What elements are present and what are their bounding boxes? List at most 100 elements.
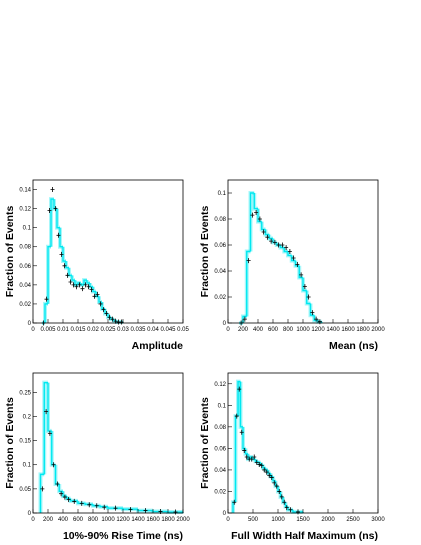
data-point (250, 212, 255, 218)
x-tick-label: 400 (58, 517, 69, 523)
mc-step (62, 246, 66, 262)
x-tick-label: 0.035 (130, 327, 146, 333)
data-point (72, 498, 77, 504)
y-tick-label: 0.02 (19, 302, 31, 308)
x-tick-label: 1500 (296, 517, 310, 523)
y-axis-label: Fraction of Events (4, 397, 16, 489)
data-point (252, 454, 257, 460)
data-point (94, 503, 99, 509)
mc-step (298, 265, 303, 279)
data-point (284, 505, 289, 511)
data-point (101, 307, 106, 313)
data-point (89, 287, 94, 293)
y-tick-label: 0.1 (218, 403, 227, 409)
data-point (47, 208, 52, 214)
y-tick-label: 0.04 (19, 283, 31, 289)
data-point (254, 210, 259, 215)
mc-step (44, 303, 48, 323)
mc-step (309, 303, 315, 316)
x-tick-label: 600 (73, 517, 84, 523)
mc-step (237, 380, 241, 417)
x-tick-label: 800 (283, 327, 294, 333)
y-tick-label: 0.06 (19, 264, 31, 270)
data-point (62, 263, 67, 269)
mc-step (98, 296, 102, 303)
data-point (246, 258, 251, 264)
data-point (269, 474, 274, 480)
data-point (284, 245, 289, 251)
panel: 0 0.005 0.01 0.015 0.02 0.025 0.03 0.035 0.04 0.0… (4, 179, 189, 352)
data-point (128, 507, 133, 513)
mc-step (261, 221, 266, 231)
x-tick-label: 600 (268, 327, 279, 333)
x-tick-label: 1000 (296, 327, 310, 333)
y-tick-label: 0.1 (23, 463, 32, 469)
data-point (287, 249, 292, 254)
x-tick-label: 0.005 (40, 327, 56, 333)
mc-step (284, 502, 288, 508)
data-point (280, 242, 285, 248)
y-tick-label: 0.12 (214, 382, 226, 388)
panel: 0 500 1000 1500 2000 2500 3000 0 0.02 0.04 0.06 0.0… (199, 372, 385, 542)
x-tick-label: 0.045 (160, 327, 176, 333)
data-point (277, 488, 282, 494)
x-tick-label: 1000 (271, 517, 285, 523)
y-tick-label: 0.2 (23, 414, 32, 420)
data-point (267, 472, 272, 478)
data-point (143, 508, 148, 514)
x-tick-label: 400 (253, 327, 264, 333)
mc-step (257, 208, 262, 223)
x-tick-label: 0.05 (177, 327, 189, 333)
x-tick-label: 0 (226, 517, 230, 523)
x-tick-label: 800 (88, 517, 99, 523)
y-tick-label: 0 (28, 321, 32, 327)
data-point (262, 467, 267, 473)
data-point (237, 386, 242, 392)
mc-step (253, 193, 258, 210)
mc-step (58, 484, 63, 492)
data-point (272, 239, 277, 245)
y-tick-label: 0.02 (214, 295, 226, 301)
x-tick-label: 1400 (326, 327, 340, 333)
y-tick-label: 0.05 (19, 487, 31, 493)
x-tick-label: 0 (31, 517, 35, 523)
y-tick-label: 0.04 (214, 468, 226, 474)
plot-frame (227, 372, 379, 514)
mc-step (43, 381, 48, 475)
data-point (299, 272, 304, 278)
data-point (269, 238, 274, 244)
mc-step (249, 192, 255, 252)
mc-step (83, 279, 87, 285)
mc-step (86, 280, 90, 284)
mc-step (302, 277, 307, 292)
x-tick-label: 2000 (371, 327, 385, 333)
data-point (47, 430, 52, 436)
data-point (79, 500, 84, 506)
data-point (274, 483, 279, 489)
x-tick-label: 0.03 (117, 327, 129, 333)
x-tick-label: 0.02 (87, 327, 99, 333)
data-point (234, 413, 239, 419)
x-tick-label: 0 (226, 327, 230, 333)
mc-step (77, 282, 81, 285)
data-point (68, 279, 73, 285)
data-point (74, 284, 79, 290)
data-point (110, 316, 115, 322)
mc-step (283, 247, 288, 253)
mc-step (287, 251, 292, 257)
data-point (249, 456, 254, 462)
data-point (40, 486, 45, 492)
data-point (296, 509, 300, 515)
data-point (295, 262, 300, 267)
x-tick-label: 1800 (356, 327, 370, 333)
mc-step (47, 246, 51, 304)
data-point (50, 187, 55, 193)
data-point (242, 448, 247, 454)
mc-step (249, 456, 253, 460)
data-point (239, 429, 244, 435)
y-tick-label: 0.15 (19, 439, 31, 445)
y-tick-label: 0.1 (218, 191, 227, 197)
x-tick-label: 3000 (371, 517, 385, 523)
